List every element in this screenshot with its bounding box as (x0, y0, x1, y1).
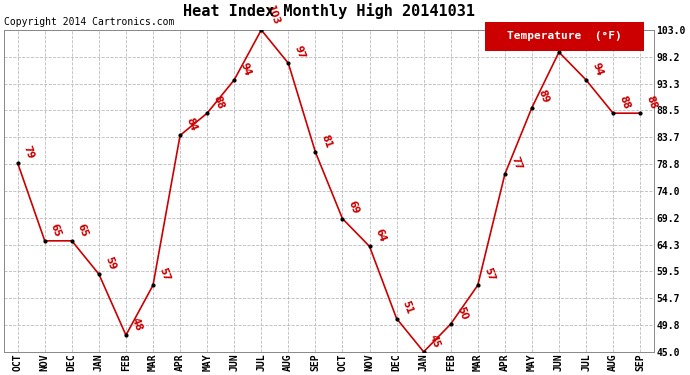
Text: 51: 51 (401, 300, 415, 316)
Text: 94: 94 (590, 61, 604, 77)
Title: Heat Index Monthly High 20141031: Heat Index Monthly High 20141031 (183, 3, 475, 20)
Text: 89: 89 (536, 88, 550, 105)
Text: 97: 97 (293, 44, 306, 60)
Text: 77: 77 (509, 155, 523, 171)
Text: 88: 88 (618, 94, 631, 110)
Text: 48: 48 (130, 316, 144, 332)
Text: 69: 69 (346, 200, 361, 216)
Text: Copyright 2014 Cartronics.com: Copyright 2014 Cartronics.com (4, 17, 175, 27)
Text: 103: 103 (266, 5, 282, 27)
Text: 64: 64 (374, 228, 388, 244)
Text: 65: 65 (49, 222, 63, 238)
Text: 45: 45 (428, 333, 442, 349)
Text: 50: 50 (455, 305, 469, 321)
Text: 57: 57 (157, 266, 171, 282)
Text: 65: 65 (76, 222, 90, 238)
Text: 99: 99 (563, 33, 577, 50)
Text: 81: 81 (319, 133, 334, 149)
Text: 88: 88 (211, 94, 226, 110)
Text: 84: 84 (184, 116, 198, 133)
Text: 94: 94 (238, 61, 253, 77)
Text: 79: 79 (22, 144, 36, 160)
Text: 59: 59 (103, 255, 117, 272)
Text: 88: 88 (644, 94, 658, 110)
Text: 57: 57 (482, 266, 496, 282)
